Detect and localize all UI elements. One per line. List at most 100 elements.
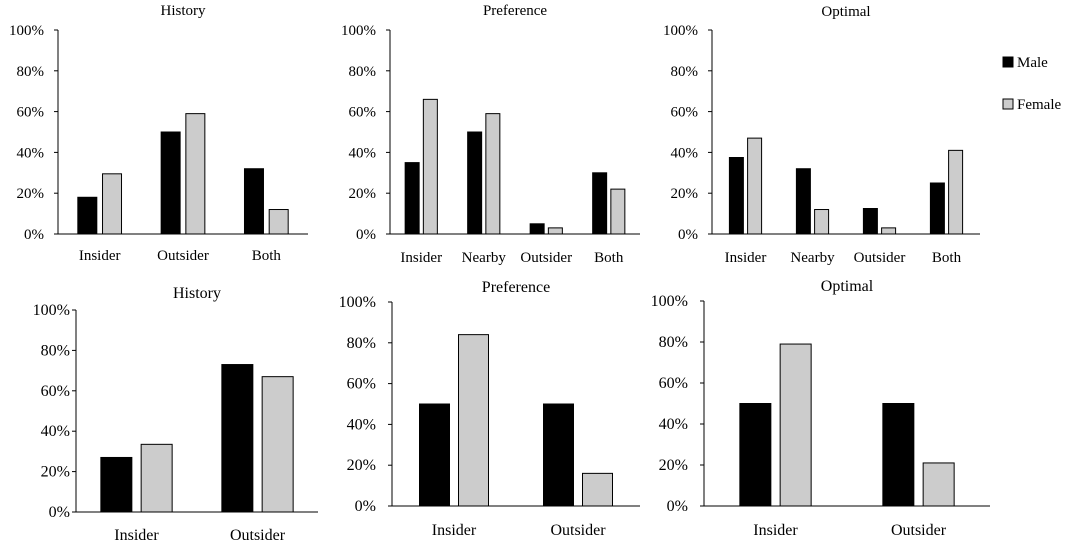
- y-tick-label: 0%: [24, 227, 44, 243]
- bar-male-insider: [77, 196, 98, 235]
- bar-male-nearby: [467, 131, 483, 235]
- x-tick-label: Outsider: [891, 522, 947, 539]
- y-tick-label: 0%: [356, 227, 376, 243]
- x-tick-label: Insider: [725, 250, 767, 266]
- bar-female-outsider: [547, 227, 563, 235]
- chart-bottom-optimal: Optimal 0% 20% 40% 60% 80% 100% Insider Outsider: [651, 278, 990, 539]
- x-tick-label: Outsider: [550, 522, 606, 539]
- y-tick-label: 100%: [651, 293, 688, 310]
- y-tick-label: 20%: [671, 186, 699, 202]
- y-tick-label: 60%: [17, 105, 45, 121]
- y-tick-label: 20%: [349, 186, 377, 202]
- bar-female-outsider: [582, 472, 613, 507]
- legend-label-male: Male: [1017, 55, 1048, 71]
- y-tick-label: 80%: [347, 335, 376, 352]
- y-tick-label: 20%: [41, 464, 70, 481]
- bar-female-insider: [140, 443, 173, 513]
- y-tick-label: 60%: [41, 383, 70, 400]
- y-tick-label: 60%: [347, 376, 376, 393]
- chart-bottom-history: History 0% 20% 40% 60% 80% 100% Insider Outsider: [33, 285, 318, 542]
- chart-top-optimal: Optimal 0% 20% 40% 60% 80% 100% Insider Nearby Ou…: [663, 4, 980, 266]
- bar-male-outsider: [160, 131, 181, 235]
- chart-title: Optimal: [821, 4, 870, 20]
- bar-female-insider: [779, 343, 812, 507]
- x-tick-label: Insider: [114, 527, 159, 542]
- bar-male-outsider: [862, 208, 878, 235]
- x-tick-label: Nearby: [462, 250, 507, 266]
- y-tick-label: 40%: [659, 416, 688, 433]
- y-tick-label: 0%: [667, 498, 688, 515]
- bar-male-both: [929, 182, 945, 235]
- bar-male-both: [243, 168, 264, 235]
- y-tick-label: 80%: [17, 64, 45, 80]
- bar-female-insider: [422, 98, 438, 235]
- legend-label-female: Female: [1017, 97, 1061, 113]
- y-tick-label: 0%: [355, 498, 376, 515]
- y-tick-label: 20%: [17, 186, 45, 202]
- x-tick-label: Insider: [753, 522, 798, 539]
- y-tick-label: 100%: [663, 23, 698, 39]
- x-tick-label: Insider: [400, 250, 442, 266]
- bar-male-outsider: [543, 403, 574, 507]
- bar-female-outsider: [185, 113, 206, 235]
- y-tick-label: 80%: [671, 64, 699, 80]
- y-tick-label: 60%: [659, 375, 688, 392]
- y-tick-label: 100%: [33, 302, 70, 319]
- x-tick-label: Outsider: [230, 527, 286, 542]
- y-tick-label: 40%: [349, 145, 377, 161]
- y-tick-label: 80%: [659, 334, 688, 351]
- bar-male-insider: [728, 157, 744, 235]
- bar-male-outsider: [882, 403, 915, 507]
- x-tick-label: Insider: [79, 248, 121, 264]
- chart-top-history: History 0% 20% 40% 60% 80% 100% Insider Outsider…: [9, 3, 308, 264]
- x-tick-label: Outsider: [157, 248, 209, 264]
- bar-male-outsider: [221, 364, 254, 513]
- y-tick-label: 80%: [349, 64, 377, 80]
- y-tick-label: 20%: [659, 457, 688, 474]
- x-tick-label: Both: [932, 250, 962, 266]
- y-tick-label: 0%: [49, 504, 70, 521]
- chart-title: History: [173, 285, 221, 302]
- chart-bottom-preference: Preference 0% 20% 40% 60% 80% 100% Insider Outsi…: [339, 279, 640, 539]
- bar-male-outsider: [529, 223, 545, 235]
- bar-female-outsider: [922, 462, 955, 507]
- chart-title: Optimal: [821, 278, 874, 295]
- y-tick-label: 40%: [347, 416, 376, 433]
- bar-female-both: [268, 209, 289, 235]
- legend-swatch-male: [1002, 56, 1014, 68]
- chart-title: Preference: [482, 279, 550, 296]
- x-tick-label: Both: [594, 250, 624, 266]
- y-tick-label: 100%: [341, 23, 376, 39]
- x-tick-label: Both: [252, 248, 282, 264]
- bar-male-nearby: [795, 168, 811, 235]
- y-tick-label: 80%: [41, 342, 70, 359]
- chart-title: Preference: [483, 3, 547, 19]
- bar-female-both: [610, 188, 626, 235]
- y-tick-label: 0%: [678, 227, 698, 243]
- y-tick-label: 40%: [671, 145, 699, 161]
- x-tick-label: Nearby: [790, 250, 835, 266]
- bar-male-insider: [739, 403, 772, 507]
- x-tick-label: Outsider: [520, 250, 572, 266]
- bar-female-insider: [458, 334, 489, 507]
- bar-male-insider: [100, 456, 133, 513]
- bar-female-insider: [747, 137, 763, 235]
- bar-female-outsider: [261, 376, 294, 513]
- y-tick-label: 100%: [339, 294, 376, 311]
- bar-female-outsider: [881, 227, 897, 235]
- y-tick-label: 100%: [9, 23, 44, 39]
- y-tick-label: 40%: [17, 145, 45, 161]
- chart-title: History: [161, 3, 207, 19]
- bar-male-both: [592, 172, 608, 235]
- y-tick-label: 60%: [349, 105, 377, 121]
- bar-female-both: [948, 149, 964, 235]
- bar-male-insider: [404, 162, 420, 235]
- bar-female-nearby: [814, 209, 830, 235]
- x-tick-label: Outsider: [854, 250, 906, 266]
- legend: Male Female: [1002, 55, 1061, 113]
- y-tick-label: 20%: [347, 457, 376, 474]
- y-tick-label: 40%: [41, 423, 70, 440]
- bar-female-insider: [102, 173, 123, 235]
- bar-male-insider: [419, 403, 450, 507]
